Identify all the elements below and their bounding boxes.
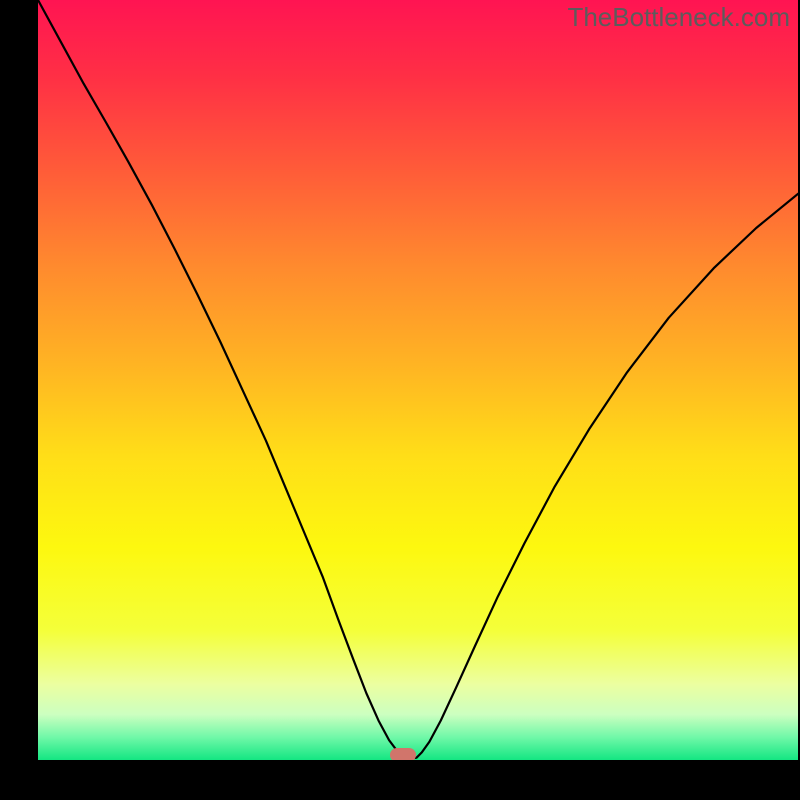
bottleneck-curve xyxy=(38,0,798,760)
optimum-marker xyxy=(390,748,416,760)
watermark-text: TheBottleneck.com xyxy=(567,2,790,33)
plot-area xyxy=(38,0,798,760)
chart-frame: TheBottleneck.com xyxy=(0,0,800,800)
